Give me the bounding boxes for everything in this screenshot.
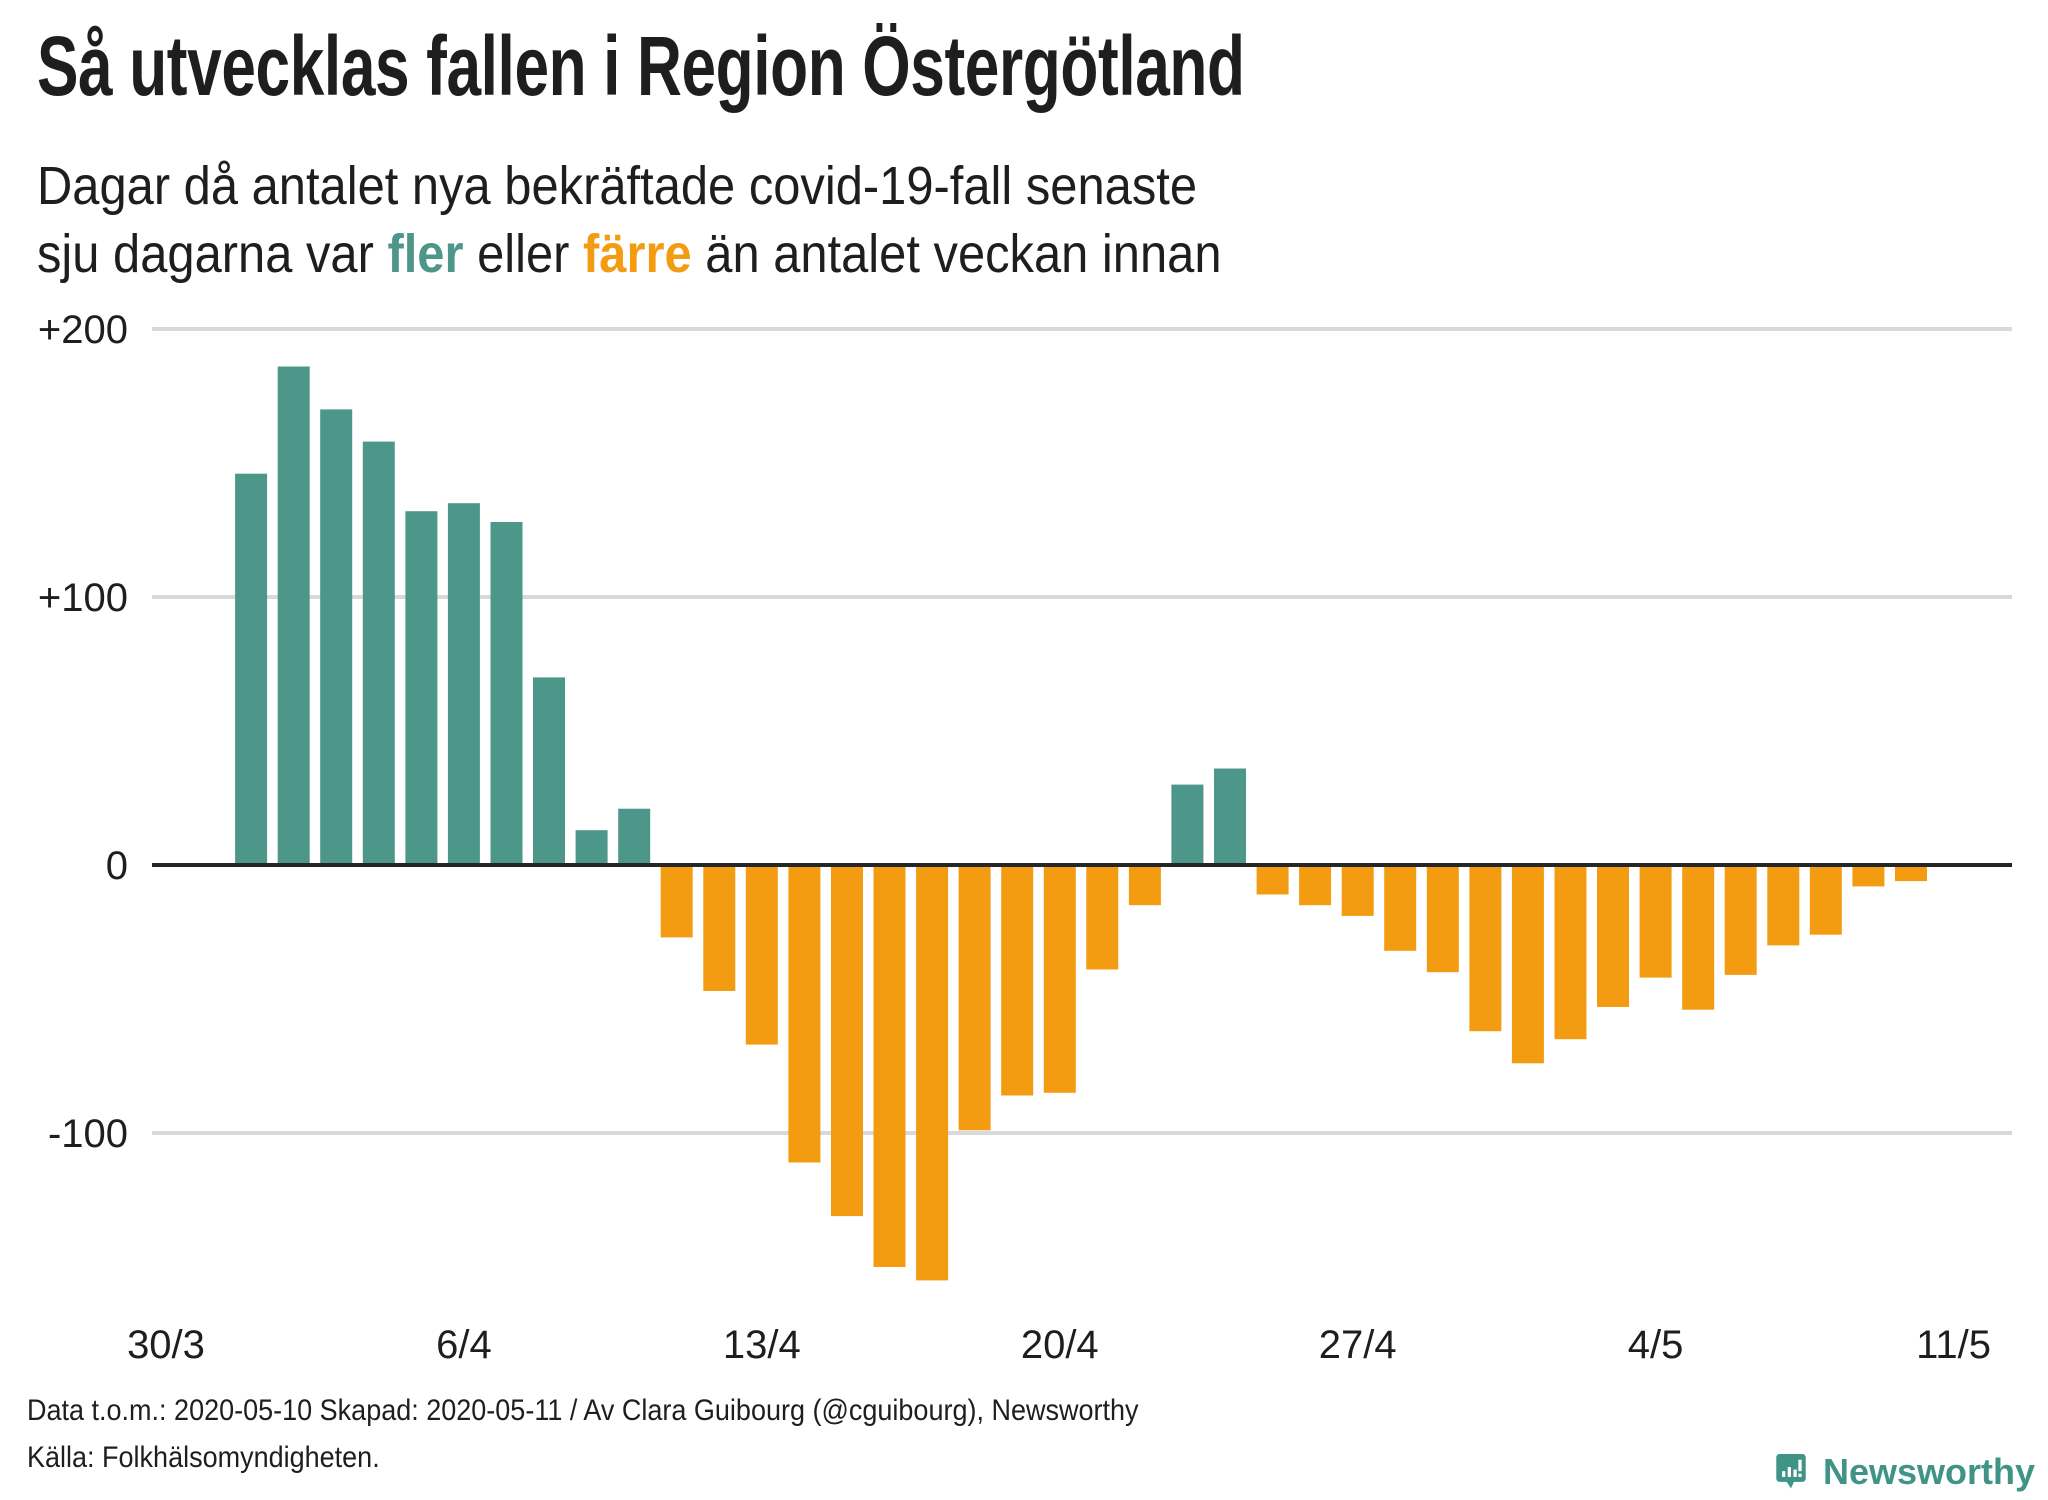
bar-negative bbox=[1299, 865, 1332, 906]
y-axis-labels: +200 +100 0 -100 bbox=[38, 308, 128, 1156]
bar-negative bbox=[1086, 865, 1119, 970]
x-tick-label: 13/4 bbox=[723, 1323, 801, 1367]
bar-positive bbox=[1214, 768, 1246, 865]
bar-negative bbox=[1043, 865, 1076, 1093]
bar-negative bbox=[703, 865, 736, 991]
bar-negative bbox=[1852, 865, 1885, 887]
x-axis-labels: 30/3 6/4 13/4 20/4 27/4 4/5 11/5 bbox=[127, 1323, 1991, 1367]
bar-positive bbox=[405, 511, 438, 865]
subtitle-line-2: sju dagarna var fler eller färre än anta… bbox=[37, 220, 1222, 288]
bar-negative bbox=[1597, 865, 1629, 1007]
x-tick-label: 6/4 bbox=[436, 1323, 492, 1367]
bar-negative bbox=[1341, 865, 1374, 916]
bar-negative bbox=[1895, 865, 1927, 882]
bar-chart: +200 +100 0 -100 30/3 6/4 13/4 20/4 27/4 4/5 11/5 bbox=[38, 308, 2012, 1367]
bar-positive bbox=[1171, 784, 1204, 865]
newsworthy-chart-bubble-icon bbox=[1776, 1454, 1806, 1489]
chart-subtitle: Dagar då antalet nya bekräftade covid-19… bbox=[37, 152, 1222, 288]
bar-positive bbox=[447, 503, 480, 865]
y-tick-label: -100 bbox=[48, 1112, 128, 1156]
bar-negative bbox=[1639, 865, 1672, 978]
bar-negative bbox=[1682, 865, 1715, 1010]
bar-negative bbox=[1724, 865, 1757, 975]
bar-negative bbox=[788, 865, 821, 1163]
logo-text: Newsworthy bbox=[1823, 1451, 2036, 1492]
subtitle-text: sju dagarna var bbox=[37, 224, 388, 284]
y-tick-label: 0 bbox=[106, 844, 128, 888]
bar-negative bbox=[958, 865, 991, 1131]
footer-source: Källa: Folkhälsomyndigheten. bbox=[27, 1441, 380, 1474]
y-tick-label: +200 bbox=[38, 308, 128, 352]
chart-title: Så utvecklas fallen i Region Östergötlan… bbox=[37, 19, 1245, 113]
bar-positive bbox=[235, 473, 268, 865]
bar-positive bbox=[618, 808, 651, 865]
bar-positive bbox=[533, 677, 565, 865]
bar-negative bbox=[1767, 865, 1800, 946]
bar-negative bbox=[1809, 865, 1842, 935]
bar-negative bbox=[1469, 865, 1502, 1032]
bar-negative bbox=[745, 865, 778, 1045]
bar-negative bbox=[916, 865, 949, 1281]
bar-positive bbox=[277, 366, 310, 865]
bar-negative bbox=[1256, 865, 1289, 895]
bar-negative bbox=[831, 865, 863, 1217]
subtitle-line-1: Dagar då antalet nya bekräftade covid-19… bbox=[37, 156, 1198, 216]
x-tick-label: 27/4 bbox=[1319, 1323, 1397, 1367]
bar-negative bbox=[1426, 865, 1459, 973]
x-tick-label: 30/3 bbox=[127, 1323, 205, 1367]
bar-negative bbox=[1001, 865, 1034, 1096]
bar-positive bbox=[320, 409, 353, 865]
bar-negative bbox=[1128, 865, 1161, 906]
bar-positive bbox=[490, 522, 523, 865]
y-tick-label: +100 bbox=[38, 576, 128, 620]
footer-credits: Data t.o.m.: 2020-05-10 Skapad: 2020-05-… bbox=[27, 1394, 1139, 1427]
bar-positive bbox=[575, 830, 608, 865]
subtitle-text: än antalet veckan innan bbox=[691, 224, 1222, 284]
bar-negative bbox=[873, 865, 906, 1267]
x-tick-label: 11/5 bbox=[1916, 1323, 1991, 1367]
bar-negative bbox=[1384, 865, 1417, 951]
bar-positive bbox=[362, 441, 395, 865]
x-tick-label: 4/5 bbox=[1628, 1323, 1684, 1367]
x-tick-label: 20/4 bbox=[1021, 1323, 1099, 1367]
bar-negative bbox=[1511, 865, 1544, 1064]
bars bbox=[235, 366, 1927, 1281]
newsworthy-logo: Newsworthy bbox=[1773, 1448, 2035, 1496]
legend-more-label: fler bbox=[387, 224, 464, 284]
legend-fewer-label: färre bbox=[583, 224, 692, 284]
bar-negative bbox=[660, 865, 693, 938]
subtitle-text: eller bbox=[463, 224, 584, 284]
bar-negative bbox=[1554, 865, 1587, 1040]
